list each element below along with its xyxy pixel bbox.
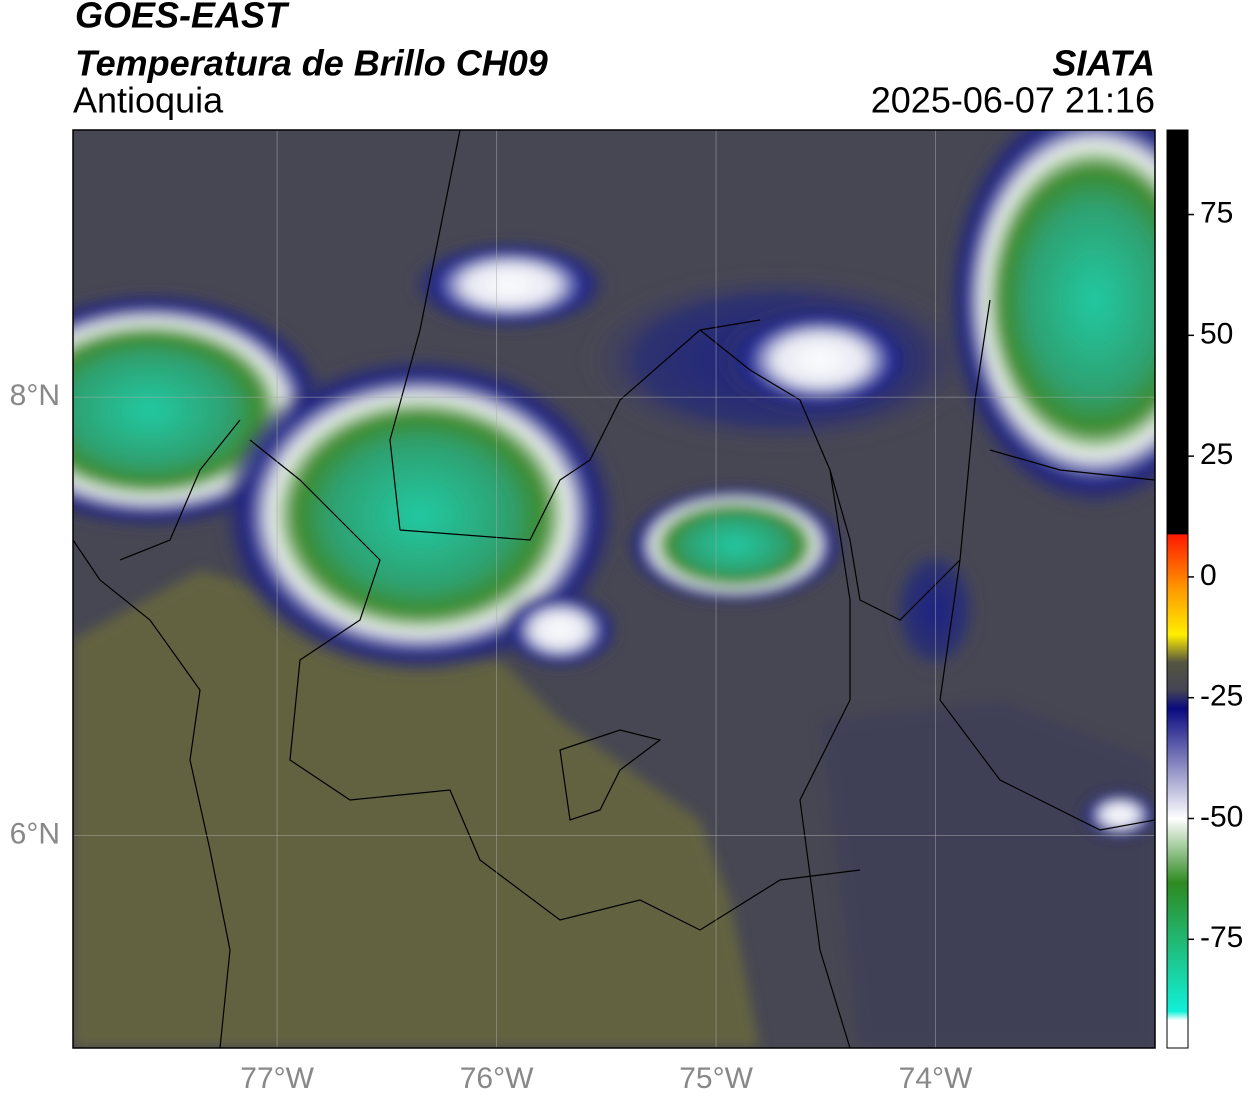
x-tick-label: 74°W	[899, 1062, 973, 1095]
colorbar	[1166, 129, 1189, 1049]
x-tick-label: 77°W	[240, 1062, 314, 1095]
y-tick-label: 8°N	[10, 379, 60, 412]
colorbar-tick-label: -25	[1200, 680, 1243, 713]
map-image	[73, 130, 1155, 1048]
colorbar-tick-label: 75	[1200, 196, 1233, 229]
colorbar-tick-label: 50	[1200, 317, 1233, 350]
region: Antioquia	[73, 80, 224, 121]
datetime: 2025-06-07 21:16	[871, 80, 1155, 121]
borders	[73, 130, 1155, 1048]
title: GOES-EAST	[75, 0, 290, 36]
grid	[73, 130, 1155, 1048]
colorbar-tick-label: 25	[1200, 438, 1233, 471]
x-tick-label: 75°W	[679, 1062, 753, 1095]
colorbar-tick-label: -75	[1200, 921, 1243, 954]
colorbar-tick-label: 0	[1200, 559, 1217, 592]
colorbar-tick-label: -50	[1200, 800, 1243, 833]
y-tick-label: 6°N	[10, 817, 60, 850]
source: SIATA	[1052, 43, 1155, 84]
subtitle: Temperatura de Brillo CH09	[75, 43, 548, 84]
x-tick-label: 76°W	[460, 1062, 534, 1095]
map-frame	[72, 129, 1156, 1049]
